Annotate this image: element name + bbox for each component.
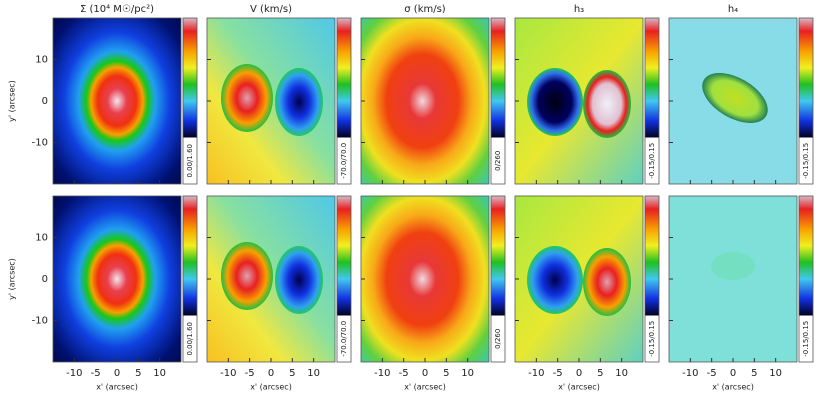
panel: 0/260 — [360, 17, 506, 185]
x-tick-label: -5 — [399, 368, 409, 379]
y-tick-label: -10 — [32, 138, 48, 149]
blob-blue — [275, 68, 323, 136]
panel: -70.0/70.0 — [206, 195, 352, 363]
x-tick-label: -5 — [553, 368, 563, 379]
panel: -0.15/0.15 — [668, 195, 814, 363]
x-axis-label: x' (arcsec) — [404, 383, 446, 392]
x-tick-label: -10 — [220, 368, 236, 379]
map-bg — [361, 18, 489, 184]
x-tick-label: 10 — [153, 368, 166, 379]
panel-title: σ (km/s) — [404, 4, 446, 15]
x-tick-label: 0 — [268, 368, 274, 379]
blob-neg — [527, 246, 583, 314]
x-tick-label: 0 — [730, 368, 736, 379]
x-tick-label: -10 — [682, 368, 698, 379]
colorbar-range: -70.0/70.0 — [340, 143, 348, 179]
colorbar — [798, 17, 814, 185]
x-tick-label: -10 — [374, 368, 390, 379]
panel-title: V (km/s) — [250, 4, 292, 15]
colorbar — [336, 195, 352, 363]
x-tick-label: 10 — [769, 368, 782, 379]
colorbar — [644, 17, 660, 185]
colorbar-range: 0.00/1.60 — [186, 144, 194, 178]
panel: -0.15/0.15 — [514, 195, 660, 363]
colorbar-range: -70.0/70.0 — [340, 321, 348, 357]
x-tick-label: 10 — [615, 368, 628, 379]
panel: -70.0/70.0 — [206, 17, 352, 185]
colorbar-range: 0.00/1.60 — [186, 322, 194, 356]
x-tick-label: 5 — [289, 368, 295, 379]
colorbar — [490, 195, 506, 363]
x-tick-label: 10 — [461, 368, 474, 379]
colorbar-range: 0/260 — [494, 329, 502, 349]
colorbar-range: -0.15/0.15 — [648, 143, 656, 179]
blob-red — [221, 64, 273, 132]
x-tick-label: -10 — [66, 368, 82, 379]
colorbar — [336, 17, 352, 185]
colorbar-range: -0.15/0.15 — [802, 321, 810, 357]
colorbar — [798, 195, 814, 363]
y-axis-label: y' (arcsec) — [8, 80, 17, 122]
x-tick-label: -10 — [528, 368, 544, 379]
x-axis-label: x' (arcsec) — [96, 383, 138, 392]
blob-h4 — [702, 73, 768, 123]
y-tick-label: 0 — [42, 96, 48, 107]
colorbar — [644, 195, 660, 363]
blob-pos — [583, 70, 631, 138]
blob-neg — [527, 68, 583, 136]
colorbar-range: -0.15/0.15 — [648, 321, 656, 357]
map-bg — [361, 196, 489, 362]
x-tick-label: 5 — [443, 368, 449, 379]
x-tick-label: 5 — [135, 368, 141, 379]
x-axis-label: x' (arcsec) — [712, 383, 754, 392]
x-axis-label: x' (arcsec) — [558, 383, 600, 392]
y-tick-label: 10 — [35, 233, 48, 244]
x-axis-label: x' (arcsec) — [250, 383, 292, 392]
colorbar-range: 0/260 — [494, 151, 502, 171]
panel: 0.00/1.60 — [52, 17, 198, 185]
map-bg — [53, 196, 181, 362]
x-tick-label: 10 — [307, 368, 320, 379]
y-tick-label: -10 — [32, 316, 48, 327]
x-tick-label: -5 — [245, 368, 255, 379]
blob-blue — [275, 246, 323, 314]
x-tick-label: -5 — [91, 368, 101, 379]
colorbar-range: -0.15/0.15 — [802, 143, 810, 179]
colorbar — [182, 195, 198, 363]
y-tick-label: 10 — [35, 55, 48, 66]
x-tick-label: 5 — [751, 368, 757, 379]
panel: 0/260 — [360, 195, 506, 363]
y-axis-label: y' (arcsec) — [8, 258, 17, 300]
panel: -0.15/0.15 — [668, 17, 814, 185]
x-tick-label: 0 — [114, 368, 120, 379]
x-tick-label: 5 — [597, 368, 603, 379]
blob-h4 — [711, 252, 755, 280]
y-tick-label: 0 — [42, 274, 48, 285]
panel-title: Σ (10⁴ M☉/pc²) — [80, 4, 154, 15]
map-bg — [53, 18, 181, 184]
panel-title: h₃ — [574, 4, 584, 15]
x-tick-label: -5 — [707, 368, 717, 379]
x-tick-label: 0 — [576, 368, 582, 379]
panel: 0.00/1.60 — [52, 195, 198, 363]
colorbar — [490, 17, 506, 185]
colorbar — [182, 17, 198, 185]
panel: -0.15/0.15 — [514, 17, 660, 185]
blob-red — [221, 242, 273, 310]
panel-title: h₄ — [728, 4, 738, 15]
blob-pos — [583, 248, 631, 316]
x-tick-label: 0 — [422, 368, 428, 379]
